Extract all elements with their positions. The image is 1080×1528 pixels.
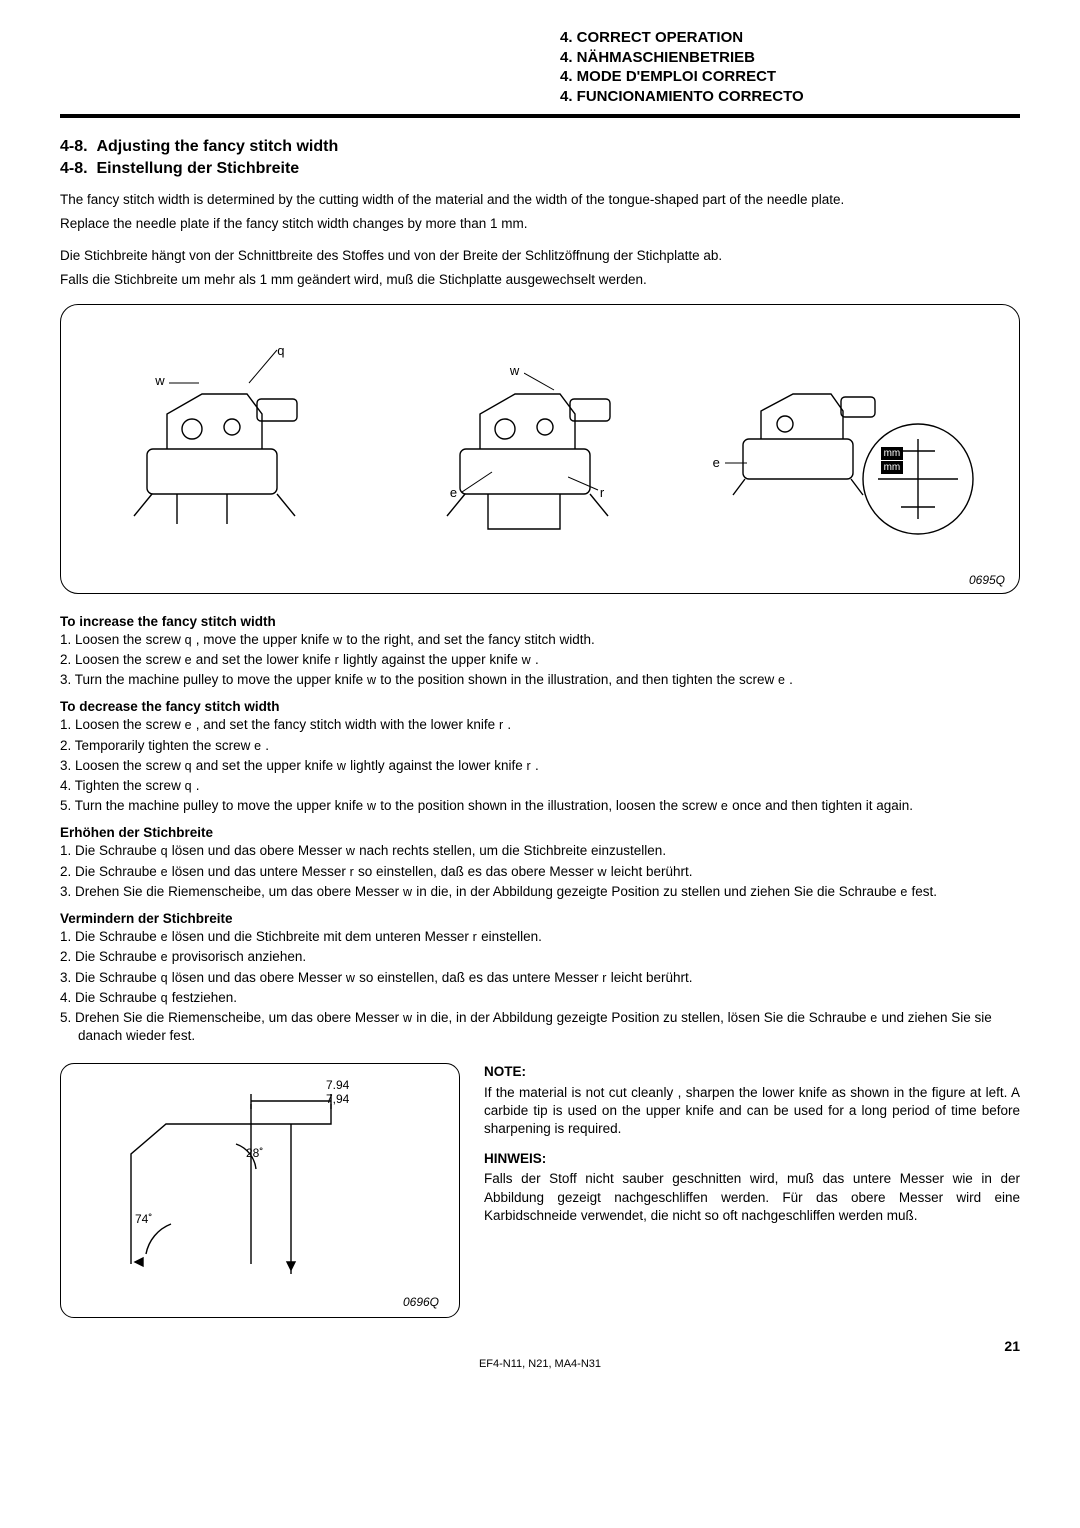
figure-label: 0695Q <box>969 573 1005 587</box>
callout-w: w <box>155 373 164 388</box>
diagram-cell: w e r <box>390 315 690 583</box>
dim-794: 7.94 <box>326 1078 349 1092</box>
two-column-block: 74˚ 28˚ 7.94 7,94 0696Q NOTE: If the mat… <box>60 1063 1020 1318</box>
section-title-block: 4-8. Adjusting the fancy stitch width 4-… <box>60 136 1020 181</box>
list-item: 3. Loosen the screw q and set the upper … <box>60 757 1020 775</box>
knife-assembly-icon <box>107 339 347 559</box>
header-line: 4. CORRECT OPERATION <box>560 28 1020 48</box>
note-column: NOTE: If the material is not cut cleanly… <box>484 1063 1020 1318</box>
note-text-en: If the material is not cut cleanly , sha… <box>484 1084 1020 1139</box>
subhead-decrease: To decrease the fancy stitch width <box>60 699 1020 714</box>
list-item: 1. Die Schraube q lösen und das obere Me… <box>60 842 1020 860</box>
leader-line-icon <box>725 459 750 467</box>
diagram-knife-angle: 74˚ 28˚ 7.94 7,94 0696Q <box>60 1063 460 1318</box>
header-line: 4. MODE D'EMPLOI CORRECT <box>560 67 1020 87</box>
intro-text: The fancy stitch width is determined by … <box>60 191 1020 209</box>
leader-line-icon <box>568 475 603 495</box>
callout-w: w <box>510 363 519 378</box>
intro-text: Die Stichbreite hängt von der Schnittbre… <box>60 247 1020 265</box>
section-title-text: Einstellung der Stichbreite <box>96 160 299 177</box>
section-num: 4-8. <box>60 138 88 155</box>
angle-28: 28˚ <box>246 1146 263 1160</box>
dim-block: mm <box>881 461 904 474</box>
divider <box>60 114 1020 118</box>
note-text-de: Falls der Stoff nicht sauber geschnitten… <box>484 1170 1020 1225</box>
leader-line-icon <box>247 348 282 388</box>
list-item: 5. Drehen Sie die Riemenscheibe, um das … <box>60 1009 1020 1045</box>
list-item: 3. Turn the machine pulley to move the u… <box>60 671 1020 689</box>
diagram-cell: e mm mm <box>703 315 1003 583</box>
chapter-header: 4. CORRECT OPERATION 4. NÄHMASCHIENBETRI… <box>560 28 1020 106</box>
list-item: 3. Die Schraube q lösen und das obere Me… <box>60 969 1020 987</box>
list-item: 1. Loosen the screw e , and set the fanc… <box>60 716 1020 734</box>
list-item: 1. Die Schraube e lösen und die Stichbre… <box>60 928 1020 946</box>
list-item: 2. Die Schraube e provisorisch anziehen. <box>60 948 1020 966</box>
leader-line-icon <box>524 368 559 393</box>
list-item: 2. Die Schraube e lösen und das untere M… <box>60 863 1020 881</box>
figure-label: 0696Q <box>403 1295 439 1309</box>
intro-de: Die Stichbreite hängt von der Schnittbre… <box>60 247 1020 289</box>
intro-text: Replace the needle plate if the fancy st… <box>60 215 1020 233</box>
header-line: 4. NÄHMASCHIENBETRIEB <box>560 48 1020 68</box>
intro-text: Falls die Stichbreite um mehr als 1 mm g… <box>60 271 1020 289</box>
diagram-main: q w w e r <box>60 304 1020 594</box>
dim-block: mm <box>881 447 904 460</box>
section-title-de: 4-8. Einstellung der Stichbreite <box>60 158 1020 180</box>
subhead-increase: To increase the fancy stitch width <box>60 614 1020 629</box>
note-head-en: NOTE: <box>484 1063 1020 1081</box>
knife-assembly-detail-icon <box>723 339 983 559</box>
list-item: 1. Loosen the screw q , move the upper k… <box>60 631 1020 649</box>
page-number: 21 <box>60 1338 1020 1354</box>
dim-794-de: 7,94 <box>326 1092 349 1106</box>
intro-en: The fancy stitch width is determined by … <box>60 191 1020 233</box>
subhead-erhoehen: Erhöhen der Stichbreite <box>60 825 1020 840</box>
footer-model: EF4-N11, N21, MA4-N31 <box>60 1358 1020 1370</box>
leader-line-icon <box>462 470 497 495</box>
leader-line-icon <box>169 378 204 388</box>
list-item: 4. Die Schraube q festziehen. <box>60 989 1020 1007</box>
list-item: 5. Turn the machine pulley to move the u… <box>60 797 1020 815</box>
list-item: 3. Drehen Sie die Riemenscheibe, um das … <box>60 883 1020 901</box>
subhead-vermindern: Vermindern der Stichbreite <box>60 911 1020 926</box>
list-item: 4. Tighten the screw q . <box>60 777 1020 795</box>
note-head-de: HINWEIS: <box>484 1150 1020 1168</box>
list-item: 2. Temporarily tighten the screw e . <box>60 737 1020 755</box>
callout-e: e <box>713 455 720 470</box>
diagram-cell: q w <box>77 315 377 583</box>
callout-e: e <box>450 485 457 500</box>
section-title-text: Adjusting the fancy stitch width <box>96 138 338 155</box>
header-line: 4. FUNCIONAMIENTO CORRECTO <box>560 87 1020 107</box>
section-num: 4-8. <box>60 160 88 177</box>
section-title-en: 4-8. Adjusting the fancy stitch width <box>60 136 1020 158</box>
knife-profile-icon <box>71 1074 451 1304</box>
angle-74: 74˚ <box>135 1212 152 1226</box>
list-item: 2. Loosen the screw e and set the lower … <box>60 651 1020 669</box>
